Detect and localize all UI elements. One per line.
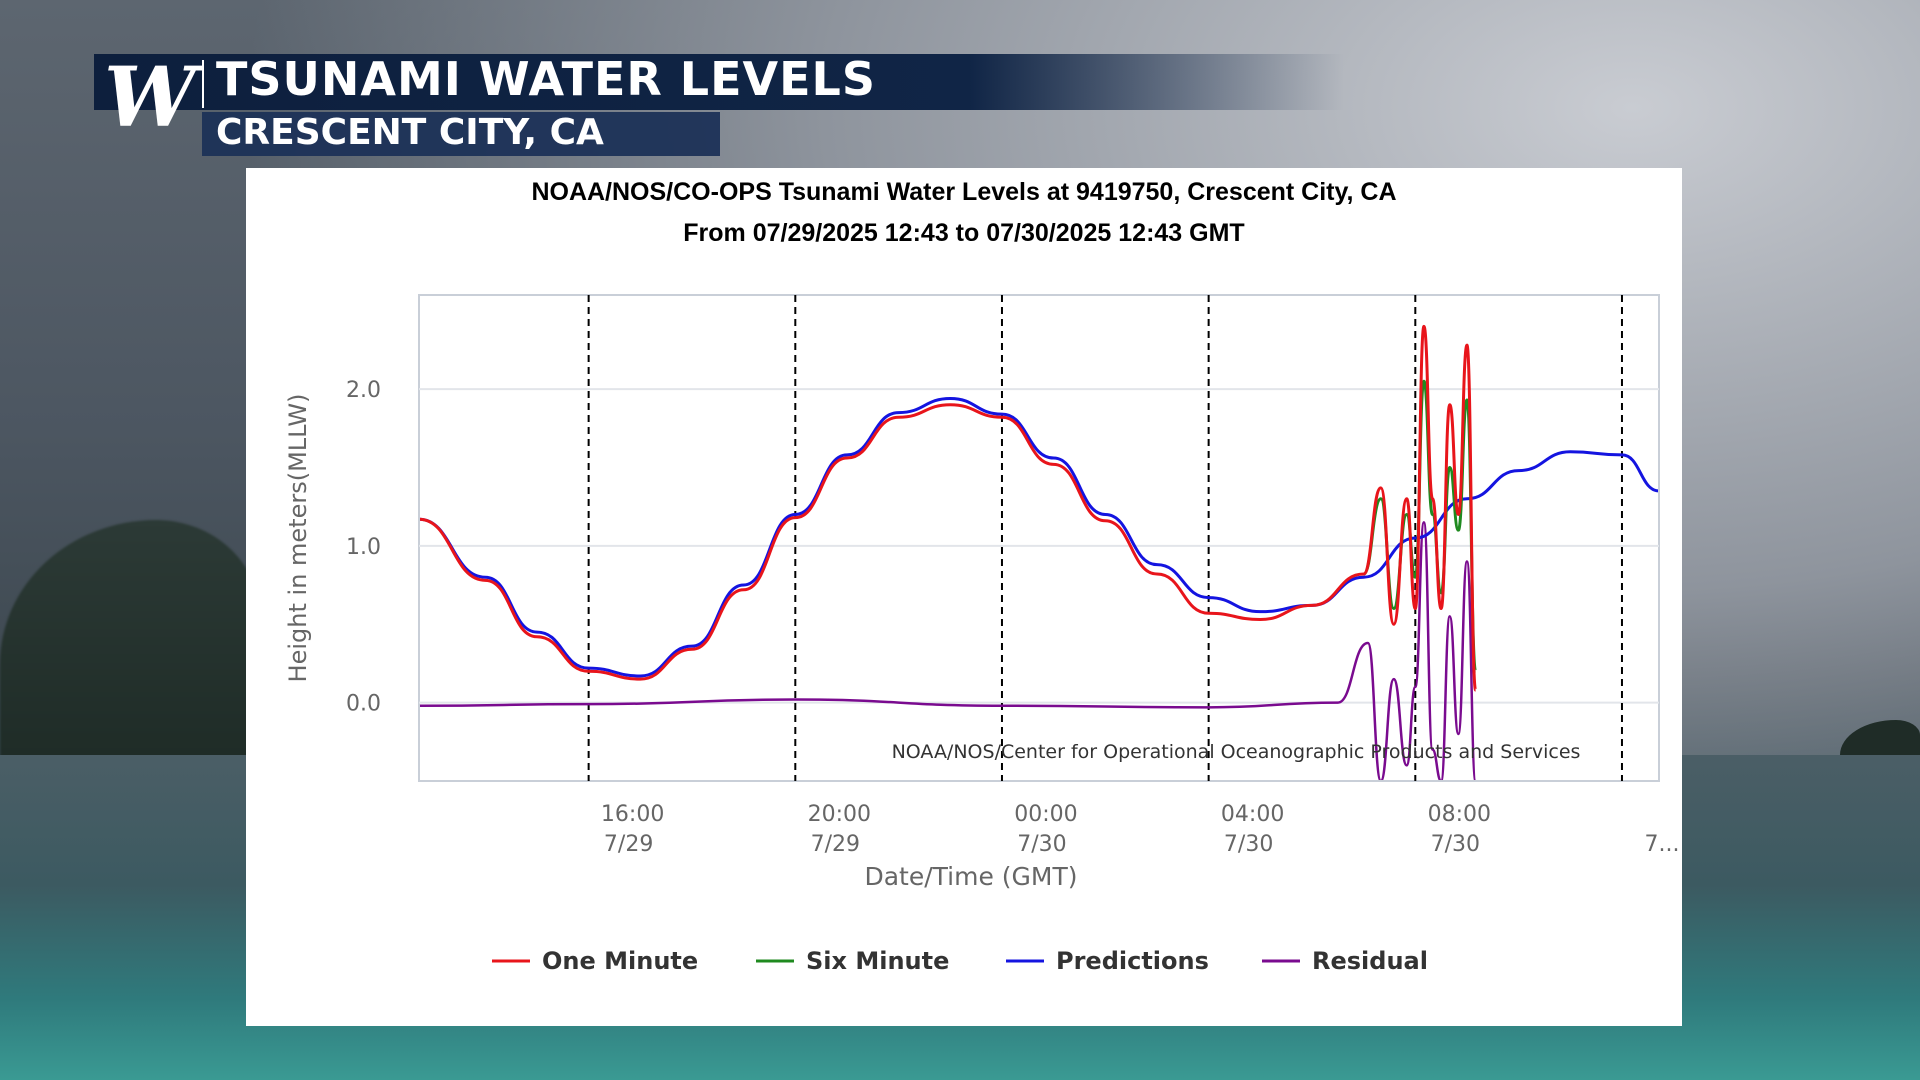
x-tick-time-label: 00:00 [1014,802,1077,827]
banner-subtitle-bar [202,112,720,156]
legend-label: One Minute [542,947,698,975]
x-tick-date-label: 7... [1644,832,1679,857]
background-hill [0,520,260,760]
y-tick-label: 2.0 [346,378,381,403]
logo-divider [202,60,204,108]
banner-subtitle: CRESCENT CITY, CA [216,112,604,153]
x-tick-date-label: 7/29 [604,832,653,857]
y-tick-label: 1.0 [346,535,381,560]
legend-label: Residual [1312,947,1428,975]
series-one-minute-line [420,324,1478,692]
grid-lines [419,295,1659,781]
chart-annotation: NOAA/NOS/Center for Operational Oceanogr… [892,741,1581,763]
legend-label: Six Minute [806,947,949,975]
x-tick-date-label: 7/30 [1224,832,1273,857]
series-predictions-line [420,396,1658,678]
x-axis-ticks: 16:00 7/29 20:00 7/29 00:00 7/30 04:00 7/30 08:0… [601,802,1680,857]
chart-subtitle: From 07/29/2025 12:43 to 07/30/2025 12:4… [683,219,1244,247]
y-tick-label: 0.0 [346,692,381,717]
banner-title: TSUNAMI WATER LEVELS [216,52,877,106]
legend-label: Predictions [1056,947,1209,975]
banner-title-bar [94,54,1344,110]
x-tick-time-label: 16:00 [601,802,664,827]
chart-card: NOAA/NOS/CO-OPS Tsunami Water Levels at … [246,168,1682,1026]
chart-title: NOAA/NOS/CO-OPS Tsunami Water Levels at … [531,178,1396,206]
y-axis-label: Height in meters(MLLW) [284,394,312,683]
x-tick-date-label: 7/30 [1017,832,1066,857]
x-tick-time-label: 20:00 [808,802,871,827]
x-tick-date-label: 7/30 [1431,832,1480,857]
weather-channel-logo: W [104,50,196,146]
x-axis-label: Date/Time (GMT) [864,862,1077,891]
x-tick-time-label: 08:00 [1428,802,1491,827]
series-residual-line [420,521,1477,780]
x-tick-time-label: 04:00 [1221,802,1284,827]
chart-legend: One Minute Six Minute Predictions Residual [492,947,1428,975]
plot-area-border [418,294,1660,782]
y-axis-ticks: 0.0 1.0 2.0 [346,378,381,717]
series-lines [420,324,1658,780]
water-level-chart: NOAA/NOS/CO-OPS Tsunami Water Levels at … [284,178,1680,975]
x-tick-date-label: 7/29 [811,832,860,857]
